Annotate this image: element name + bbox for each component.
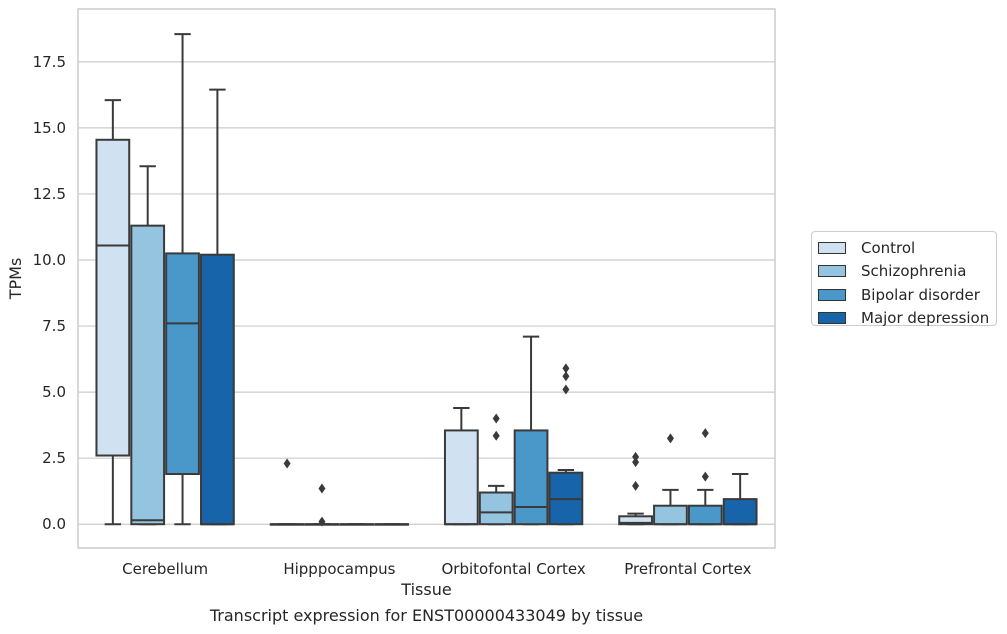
box-control-prefrontal-cortex bbox=[618, 451, 653, 526]
box-body bbox=[687, 504, 723, 526]
box-body bbox=[443, 429, 479, 526]
box-control-cerebellum bbox=[95, 99, 131, 526]
box-control-hipppocampus bbox=[269, 458, 305, 526]
outlier-point bbox=[632, 480, 640, 491]
outlier-point bbox=[318, 516, 326, 527]
y-tick-label: 0.0 bbox=[42, 515, 66, 533]
y-tick-label: 5.0 bbox=[42, 383, 66, 401]
y-tick-label: 2.5 bbox=[42, 449, 66, 467]
legend-swatch bbox=[818, 241, 846, 254]
box-bipolar-disorder-prefrontal-cortex bbox=[687, 428, 723, 526]
y-tick-label: 12.5 bbox=[33, 185, 66, 203]
outlier-point bbox=[318, 483, 326, 494]
box-major-depression-hipppocampus bbox=[374, 523, 410, 526]
box-schizophrenia-hipppocampus bbox=[304, 483, 340, 527]
legend-label: Schizophrenia bbox=[861, 262, 967, 281]
box-body bbox=[130, 224, 166, 526]
legend-label: Bipolar disorder bbox=[861, 285, 980, 304]
y-tick-label: 7.5 bbox=[42, 317, 66, 335]
outlier-point bbox=[562, 363, 570, 374]
box-body bbox=[513, 429, 549, 526]
outlier-point bbox=[666, 433, 674, 444]
box-bipolar-disorder-cerebellum bbox=[165, 33, 200, 526]
box-major-depression-orbitofontal-cortex bbox=[548, 363, 584, 526]
x-tick-labels: Cerebellum Hipppocampus Orbitofontal Corte… bbox=[122, 560, 751, 578]
box-body bbox=[722, 498, 758, 526]
legend-item: Schizophrenia bbox=[812, 260, 996, 284]
outlier-point bbox=[701, 428, 709, 439]
box-bipolar-disorder-orbitofontal-cortex bbox=[513, 335, 549, 526]
outlier-point bbox=[492, 430, 500, 441]
y-tick-label: 17.5 bbox=[33, 53, 66, 71]
outlier-point bbox=[283, 458, 291, 469]
legend: Control Schizophrenia Bipolar disorder Majo… bbox=[811, 231, 997, 327]
x-tick-label: Cerebellum bbox=[122, 560, 208, 578]
y-tick-label: 15.0 bbox=[33, 119, 66, 137]
box-body bbox=[618, 515, 653, 526]
y-tick-label: 10.0 bbox=[33, 251, 66, 269]
x-tick-label: Hipppocampus bbox=[283, 560, 395, 578]
boxes bbox=[95, 33, 758, 527]
box-schizophrenia-cerebellum bbox=[130, 165, 166, 526]
legend-item: Major depression bbox=[812, 307, 996, 331]
legend-label: Control bbox=[861, 238, 916, 257]
outlier-point bbox=[562, 371, 570, 382]
x-axis-label: Tissue bbox=[400, 580, 451, 599]
y-axis-label: TPMs bbox=[6, 258, 25, 301]
legend-swatch bbox=[818, 265, 846, 278]
box-schizophrenia-orbitofontal-cortex bbox=[478, 413, 514, 526]
outlier-point bbox=[632, 451, 640, 462]
x-tick-label: Orbitofontal Cortex bbox=[442, 560, 586, 578]
outlier-point bbox=[701, 471, 709, 482]
legend-item: Bipolar disorder bbox=[812, 283, 996, 307]
plot-frame bbox=[77, 8, 776, 549]
box-control-orbitofontal-cortex bbox=[443, 406, 479, 526]
outlier-point bbox=[632, 457, 640, 468]
x-tick-label: Prefrontal Cortex bbox=[624, 560, 751, 578]
box-schizophrenia-prefrontal-cortex bbox=[653, 433, 688, 526]
box-major-depression-prefrontal-cortex bbox=[722, 473, 758, 526]
legend-item: Control bbox=[812, 236, 996, 260]
box-bipolar-disorder-hipppocampus bbox=[339, 523, 375, 526]
box-body bbox=[95, 138, 131, 457]
outlier-point bbox=[492, 413, 500, 424]
box-body bbox=[200, 253, 235, 526]
legend-swatch bbox=[818, 288, 846, 301]
legend-label: Major depression bbox=[861, 309, 990, 328]
legend-swatch bbox=[818, 312, 846, 325]
box-body bbox=[478, 491, 514, 526]
figure-caption: Transcript expression for ENST0000043304… bbox=[209, 606, 644, 625]
box-body bbox=[653, 504, 688, 526]
box-body bbox=[165, 252, 200, 476]
outlier-point bbox=[562, 384, 570, 395]
box-major-depression-cerebellum bbox=[200, 88, 235, 526]
y-tick-labels: 0.0 2.5 5.0 7.5 10.0 12.5 15.0 17.5 bbox=[33, 53, 66, 533]
